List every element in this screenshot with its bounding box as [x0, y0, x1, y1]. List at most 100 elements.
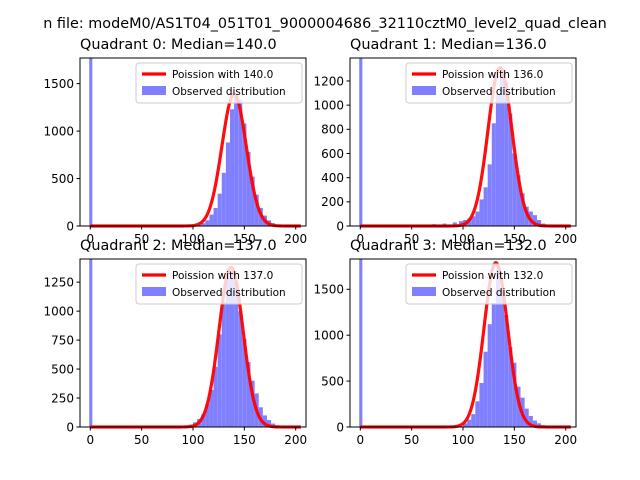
x-tick-label: 150 — [503, 433, 526, 447]
x-tick-label: 100 — [452, 232, 475, 246]
legend-observed-label: Observed distribution — [172, 86, 286, 98]
histogram-bar — [483, 187, 488, 226]
x-tick-label: 200 — [284, 433, 307, 447]
legend-fit-label: Poission with 137.0 — [172, 270, 273, 282]
histogram-bar — [229, 270, 235, 427]
legend-observed-swatch — [142, 287, 166, 296]
histogram-bar — [254, 194, 259, 226]
y-tick-label: 0 — [66, 219, 74, 233]
x-tick-label: 50 — [404, 433, 419, 447]
y-tick-label: 1000 — [43, 124, 74, 138]
histogram-bar — [213, 207, 218, 226]
histogram-bar — [246, 362, 251, 427]
histogram-bar — [205, 403, 210, 427]
histogram-bar — [234, 93, 239, 226]
histogram-bar — [463, 423, 468, 427]
histogram-bar — [221, 301, 226, 427]
histogram-bar — [242, 123, 247, 226]
histogram-bar — [487, 164, 492, 226]
quadrant-title: Quadrant 3: Median=132.0 — [350, 238, 547, 254]
x-tick-label: 50 — [134, 232, 149, 246]
histogram-bar — [467, 419, 472, 427]
y-tick-label: 500 — [51, 172, 74, 186]
quadrant-2-chart: 0 50 100 150 200 0 250 500 750 1000 1250 Quadrant 2… — [43, 238, 307, 447]
histogram-bar — [225, 276, 230, 427]
histogram-bar — [532, 420, 537, 427]
histogram-bar — [250, 380, 255, 427]
histogram-bar — [266, 420, 272, 427]
quadrant-0-chart: 0 50 100 150 200 0 500 1000 1500 Quadrant 0: Medi… — [43, 37, 307, 246]
y-tick-label: 500 — [51, 362, 74, 376]
histogram-bar — [475, 401, 480, 427]
x-tick-label: 150 — [503, 232, 526, 246]
zero-spike-bar — [89, 259, 93, 427]
y-tick-label: 1500 — [43, 77, 74, 91]
legend-fit-label: Poission with 140.0 — [172, 69, 273, 81]
histogram-bar — [238, 99, 243, 226]
histogram-bar — [495, 269, 500, 427]
quadrant-title: Quadrant 2: Median=137.0 — [80, 238, 277, 254]
histogram-bar — [262, 415, 267, 427]
y-tick-label: 1250 — [43, 275, 74, 289]
x-tick-label: 0 — [356, 433, 364, 447]
histogram-bar — [471, 414, 476, 427]
legend-fit-label: Poission with 132.0 — [442, 270, 543, 282]
histogram-bar — [524, 408, 529, 427]
x-tick-label: 100 — [182, 232, 205, 246]
x-tick-label: 50 — [404, 232, 419, 246]
y-tick-label: 500 — [321, 374, 344, 388]
histogram-bar — [238, 311, 243, 427]
histogram-bar — [532, 215, 537, 226]
legend-box — [135, 263, 303, 305]
y-tick-label: 250 — [51, 391, 74, 405]
x-tick-label: 100 — [452, 433, 475, 447]
x-tick-label: 150 — [233, 433, 256, 447]
y-tick-label: 0 — [66, 420, 74, 434]
histogram-bar — [209, 389, 214, 427]
histogram-bar — [516, 175, 521, 226]
legend-observed-label: Observed distribution — [442, 86, 556, 98]
histogram-bar — [536, 219, 542, 226]
histogram-bar — [225, 142, 230, 226]
histogram-bar — [217, 334, 222, 427]
y-tick-label: 0 — [336, 420, 344, 434]
histogram-bar — [201, 223, 206, 226]
histogram-bar — [479, 199, 484, 226]
figure-title: n file: modeM0/AS1T04_051T01_9000004686_… — [43, 16, 607, 32]
quadrant-3-chart: 0 50 100 150 200 0 500 1000 1500 Quadrant 3: Medi… — [313, 238, 577, 447]
quadrant-1-chart: 0 50 100 150 200 0 200 400 600 800 1000 1200 Quadran… — [313, 37, 577, 246]
y-tick-label: 200 — [321, 195, 344, 209]
y-tick-label: 750 — [51, 333, 74, 347]
histogram-bar — [229, 109, 235, 226]
zero-spike-bar — [359, 58, 363, 226]
legend-observed-label: Observed distribution — [172, 287, 286, 299]
x-tick-label: 0 — [86, 232, 94, 246]
histogram-bar — [508, 113, 513, 226]
histogram-bar — [512, 362, 517, 427]
histogram-bar — [536, 423, 542, 427]
y-tick-label: 1000 — [43, 304, 74, 318]
legend-box — [405, 62, 573, 104]
histogram-bar — [487, 324, 492, 427]
x-tick-label: 200 — [554, 232, 577, 246]
histogram-bar — [250, 176, 255, 226]
legend-fit-label: Poission with 136.0 — [442, 69, 543, 81]
quadrant-title: Quadrant 0: Median=140.0 — [80, 37, 277, 53]
histogram-bar — [452, 222, 457, 226]
x-tick-label: 100 — [182, 433, 205, 447]
histogram-bar — [471, 216, 476, 226]
x-tick-label: 50 — [134, 433, 149, 447]
y-tick-label: 400 — [321, 171, 344, 185]
x-tick-label: 0 — [356, 232, 364, 246]
histogram-bar — [217, 193, 222, 226]
histogram-bar — [201, 414, 206, 427]
legend-observed-label: Observed distribution — [442, 287, 556, 299]
histogram-bar — [499, 71, 505, 226]
histogram-bar — [520, 193, 525, 226]
zero-spike-bar — [359, 259, 363, 427]
histogram-bar — [483, 351, 488, 427]
x-tick-label: 150 — [233, 232, 256, 246]
y-tick-label: 0 — [336, 219, 344, 233]
x-tick-label: 0 — [86, 433, 94, 447]
histogram-bar — [512, 153, 517, 226]
